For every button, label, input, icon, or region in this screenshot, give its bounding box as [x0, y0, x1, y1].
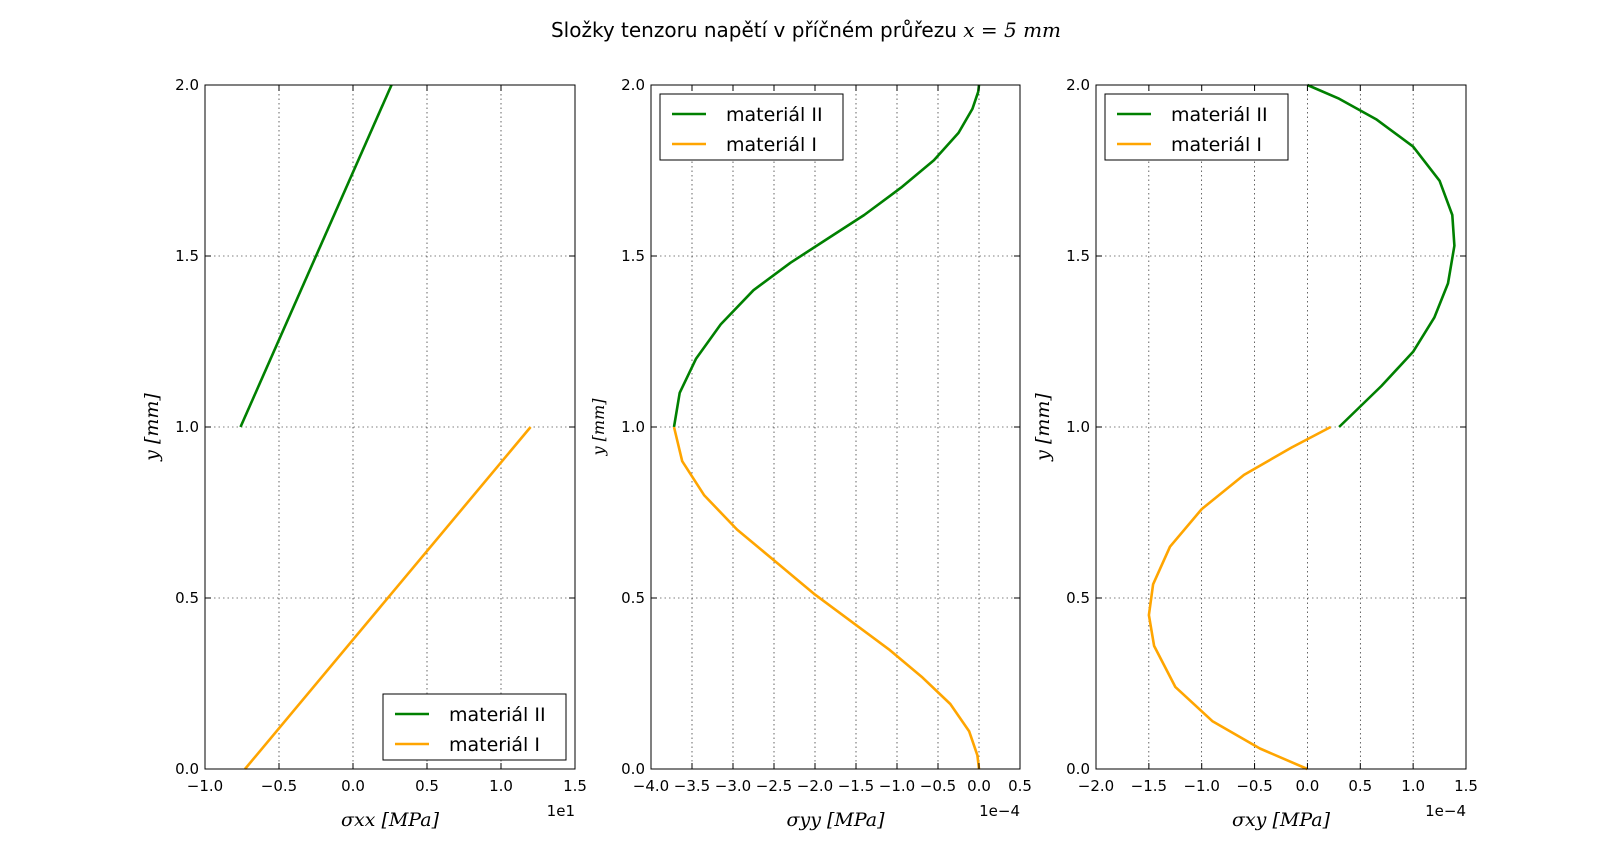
legend-box [382, 693, 567, 761]
y-tick-label: 1.5 [621, 247, 645, 265]
series-line-material-i [244, 426, 532, 770]
x-tick-label: 1.5 [563, 777, 587, 795]
x-tick-label: −3.5 [674, 777, 710, 795]
legend-label: materiál I [726, 134, 817, 156]
axis-offset-text: 1e−4 [1425, 802, 1466, 820]
chart-panel-2: −4.0 −3.5 −3.0 −2.5 −2.0 −1.5 −1.0 −0.5 0.0 0.5 0.… [589, 76, 1032, 831]
x-tick-label: −1.0 [1183, 777, 1219, 795]
y-tick-label: 0.0 [175, 760, 199, 778]
series-line-material-i [672, 426, 981, 770]
x-tick-label: 1.0 [1401, 777, 1425, 795]
x-tick-label: 0.5 [415, 777, 439, 795]
x-tick-label: 0.0 [967, 777, 991, 795]
y-axis-label: y [mm] [1032, 393, 1054, 462]
x-tick-label: −0.5 [261, 777, 297, 795]
legend: materiál II materiál I [1104, 93, 1289, 161]
x-tick-label: 0.5 [1348, 777, 1372, 795]
y-tick-label: 1.0 [175, 418, 199, 436]
x-axis-label: σxx [MPa] [341, 809, 440, 831]
legend-box [1104, 93, 1289, 161]
legend-label: materiál I [1171, 134, 1262, 156]
legend-box [659, 93, 844, 161]
legend: materiál II materiál I [382, 693, 567, 761]
y-tick-label: 2.0 [621, 76, 645, 94]
y-axis-label: y [mm] [589, 398, 608, 457]
y-tick-label: 2.0 [1066, 76, 1090, 94]
x-axis-label: σxy [MPa] [1232, 809, 1331, 831]
y-tick-label: 1.5 [175, 247, 199, 265]
figure-title-math: x = 5 mm [963, 18, 1061, 42]
x-tick-label: −1.0 [187, 777, 223, 795]
y-tick-label: 0.5 [175, 589, 199, 607]
axis-offset-text: 1e−4 [979, 802, 1020, 820]
x-axis-label: σyy [MPa] [786, 809, 885, 831]
x-tick-label: −1.0 [879, 777, 915, 795]
x-tick-label: −1.5 [1131, 777, 1167, 795]
x-tick-label: 0.0 [1295, 777, 1319, 795]
legend-label: materiál I [449, 734, 540, 756]
legend-label: materiál II [449, 704, 546, 726]
x-tick-label: −2.0 [797, 777, 833, 795]
x-tick-label: −4.0 [633, 777, 669, 795]
x-tick-label: −3.0 [715, 777, 751, 795]
y-tick-label: 1.0 [1066, 418, 1090, 436]
x-tick-label: 1.5 [1454, 777, 1478, 795]
y-tick-label: 0.0 [621, 760, 645, 778]
chart-panel-3: −2.0 −1.5 −1.0 −0.5 0.0 0.5 1.0 1.5 0.0 0.5 1.0 1.5… [1032, 76, 1478, 831]
x-tick-label: 0.5 [1008, 777, 1032, 795]
legend-label: materiál II [726, 104, 823, 126]
series-line-material-i [1147, 425, 1332, 771]
series-line-material-ii [1306, 83, 1456, 428]
x-tick-label: −0.5 [1236, 777, 1272, 795]
series-line-material-ii [239, 84, 393, 428]
panels: −1.0 −0.5 0.0 0.5 1.0 1.5 0.0 0.5 1.0 1.5 2.0 1e1 σx… [141, 76, 1478, 831]
y-axis-label: y [mm] [141, 393, 163, 462]
y-tick-label: 0.5 [1066, 589, 1090, 607]
series-line-material-ii [672, 84, 981, 428]
x-tick-label: −0.5 [920, 777, 956, 795]
legend: materiál II materiál I [659, 93, 844, 161]
y-tick-label: 1.0 [621, 418, 645, 436]
x-tick-label: 0.0 [341, 777, 365, 795]
x-tick-label: 1.0 [489, 777, 513, 795]
x-tick-label: −2.0 [1078, 777, 1114, 795]
y-tick-label: 2.0 [175, 76, 199, 94]
y-tick-label: 0.0 [1066, 760, 1090, 778]
chart-panel-1: −1.0 −0.5 0.0 0.5 1.0 1.5 0.0 0.5 1.0 1.5 2.0 1e1 σx… [141, 76, 587, 831]
axis-offset-text: 1e1 [547, 802, 575, 820]
x-tick-label: −2.5 [756, 777, 792, 795]
legend-label: materiál II [1171, 104, 1268, 126]
y-tick-label: 1.5 [1066, 247, 1090, 265]
x-tick-label: −1.5 [838, 777, 874, 795]
figure-title-text: Složky tenzoru napětí v příčném průřezu [551, 18, 963, 42]
figure-title: Složky tenzoru napětí v příčném průřezu … [551, 18, 1061, 42]
y-tick-label: 0.5 [621, 589, 645, 607]
